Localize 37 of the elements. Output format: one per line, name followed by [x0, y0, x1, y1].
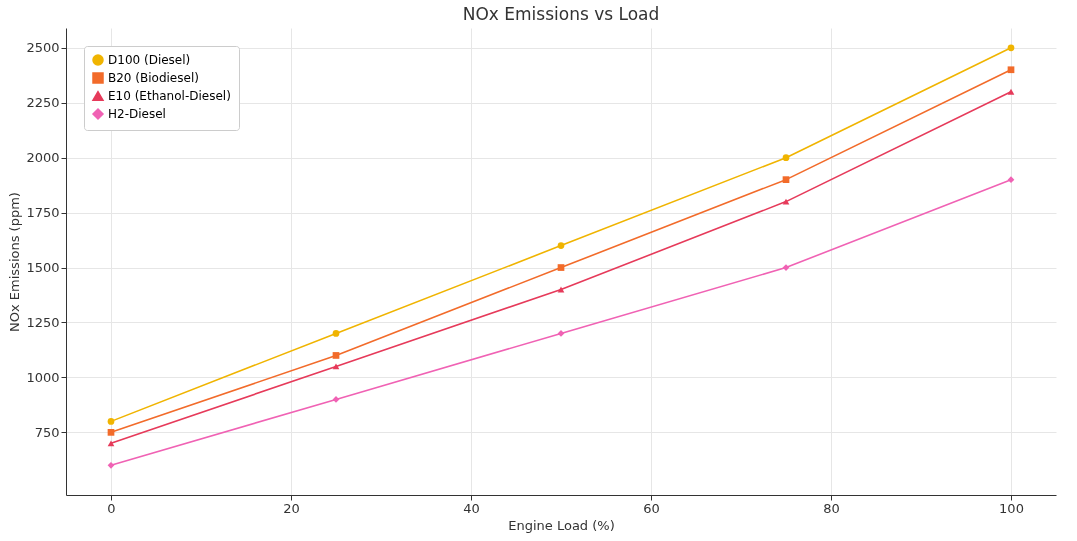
- y-tick-label: 1750: [26, 205, 60, 221]
- point: [1007, 44, 1015, 52]
- point: [332, 330, 340, 337]
- legend-label: D100 (Diesel): [108, 53, 191, 67]
- point: [107, 440, 115, 447]
- legend-label: H2-Diesel: [108, 107, 166, 121]
- point: [107, 461, 115, 469]
- point: [1007, 66, 1015, 74]
- x-tick-label: 0: [107, 500, 116, 516]
- y-tick-label: 2250: [26, 95, 60, 111]
- point: [557, 286, 565, 293]
- legend-label: B20 (Biodiesel): [108, 71, 199, 85]
- x-tick-label: 80: [823, 500, 840, 516]
- chart-title: NOx Emissions vs Load: [462, 4, 660, 24]
- point: [332, 352, 340, 359]
- point: [782, 198, 790, 205]
- x-tick-label: 60: [643, 500, 660, 516]
- x-tick-label: 40: [463, 500, 480, 516]
- point: [782, 154, 790, 162]
- y-tick-label: 2500: [26, 40, 60, 56]
- y-axis-title: NOx Emissions (ppm): [7, 192, 23, 332]
- x-tick-label: 100: [999, 500, 1024, 516]
- point: [332, 363, 340, 370]
- y-tick-label: 2000: [26, 150, 60, 166]
- point: [557, 264, 565, 271]
- point: [782, 176, 790, 183]
- x-tick-label: 20: [283, 500, 300, 516]
- y-tick-label: 1250: [26, 314, 60, 330]
- y-tick-label: 750: [34, 424, 60, 440]
- x-axis-title: Engine Load (%): [508, 517, 615, 533]
- point: [107, 429, 115, 436]
- point: [1007, 88, 1015, 95]
- legend-label: E10 (Ethanol-Diesel): [108, 89, 231, 103]
- point: [107, 418, 115, 425]
- y-tick-label: 1500: [26, 260, 60, 276]
- point: [557, 242, 565, 249]
- y-tick-label: 1000: [26, 369, 60, 385]
